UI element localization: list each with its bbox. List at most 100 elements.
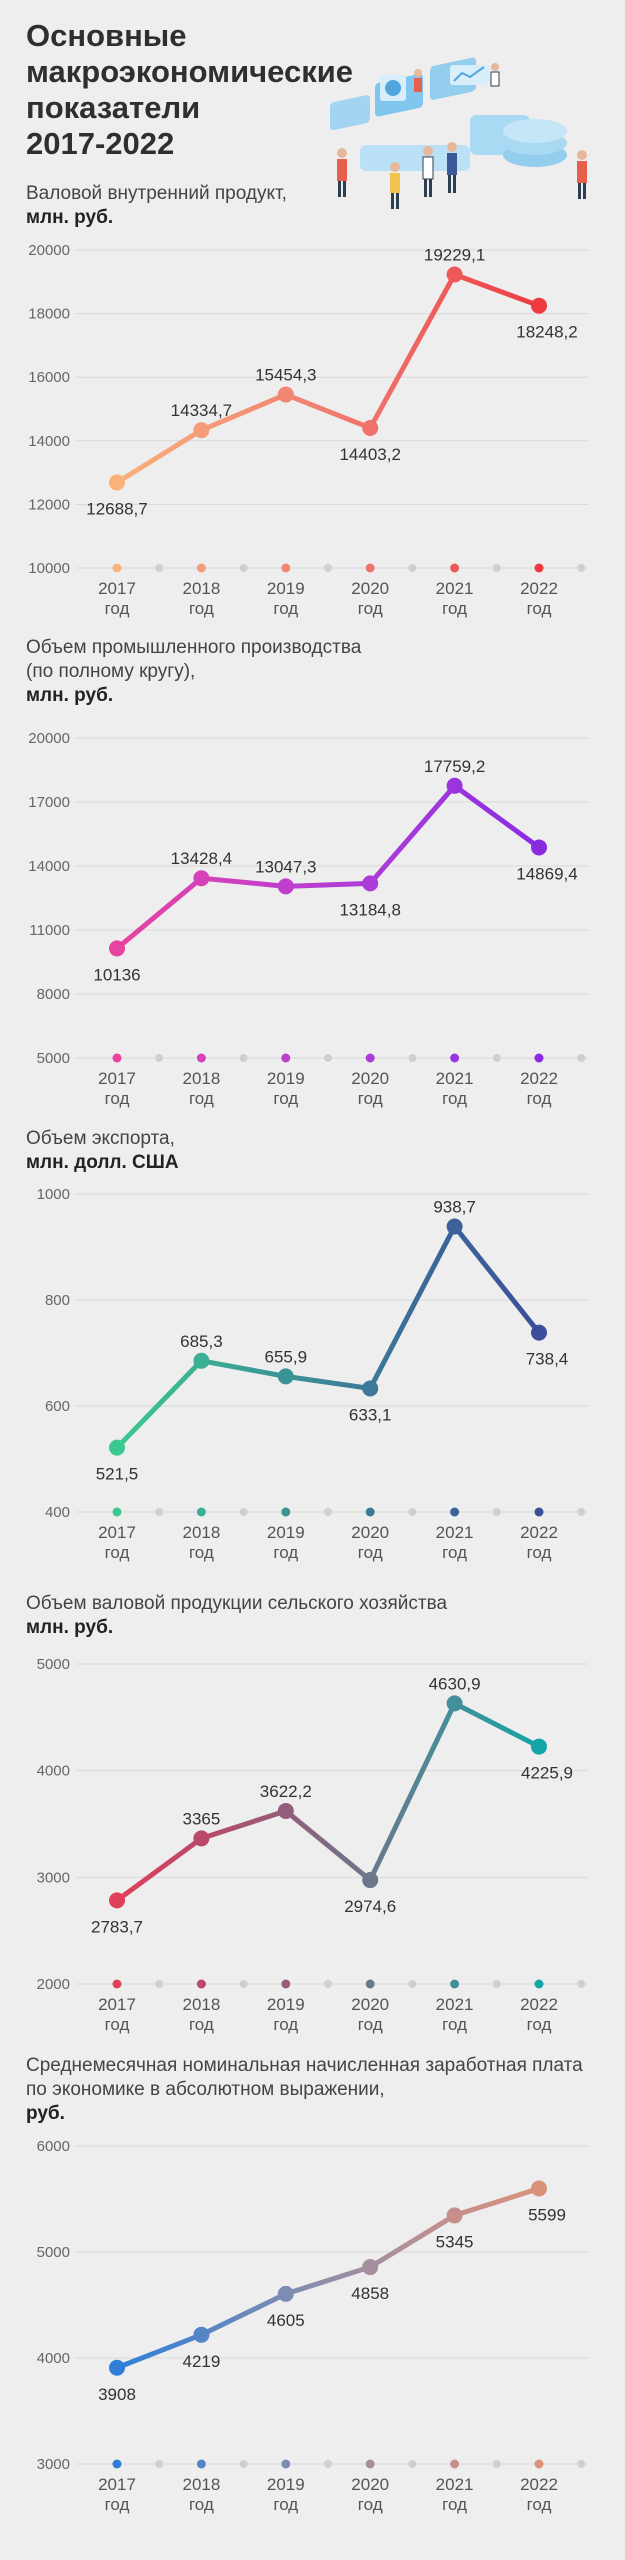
- baseline-dot: [155, 2460, 164, 2468]
- y-tick-label: 10000: [28, 560, 70, 577]
- data-point: [109, 940, 125, 957]
- data-point: [277, 1802, 294, 1819]
- x-tick-label: 2018 год: [182, 1523, 220, 1562]
- x-axis-dot: [450, 1507, 460, 1517]
- data-point: [277, 386, 294, 403]
- baseline-dot: [239, 1980, 248, 1988]
- x-axis-dot: [281, 563, 291, 573]
- x-tick-label: 2021 год: [436, 1995, 474, 2034]
- data-point: [193, 1352, 210, 1369]
- data-point: [109, 1892, 125, 1909]
- baseline-dot: [408, 1054, 417, 1062]
- data-label: 938,7: [433, 1197, 476, 1216]
- x-axis-dot: [112, 1979, 122, 1989]
- y-tick-label: 2000: [37, 1976, 70, 1993]
- y-tick-label: 14000: [28, 433, 70, 450]
- business-people-illustration: [330, 57, 587, 209]
- page-title-line: Основные макроэкономические: [26, 18, 354, 89]
- data-point: [446, 1695, 463, 1712]
- x-tick-label: 2020 год: [351, 1069, 389, 1108]
- data-point: [531, 2180, 547, 2197]
- y-tick-label: 12000: [28, 496, 70, 513]
- baseline-dot: [408, 1508, 417, 1516]
- y-tick-label: 5000: [37, 2244, 70, 2261]
- series-line-segment: [114, 1835, 204, 1903]
- chart-unit: млн. руб.: [26, 1617, 114, 1638]
- baseline-dot: [577, 2460, 586, 2468]
- series-line-segment: [283, 392, 373, 431]
- baseline-dot: [408, 2460, 417, 2468]
- data-point: [446, 266, 463, 283]
- series-line-segment: [367, 783, 458, 886]
- data-label: 3622,2: [260, 1782, 312, 1801]
- x-axis-dot: [112, 1507, 122, 1517]
- series-line-segment: [452, 1700, 542, 1750]
- y-tick-label: 3000: [37, 2456, 70, 2473]
- x-axis-dot: [365, 563, 375, 573]
- chart-title-line: Валовой внутренний продукт,: [26, 183, 287, 204]
- data-point: [362, 1380, 379, 1397]
- data-point: [193, 1830, 210, 1847]
- y-tick-label: 5000: [37, 1050, 70, 1067]
- series-line-segment: [367, 1223, 458, 1391]
- baseline-dot: [155, 1054, 164, 1062]
- baseline-dot: [239, 564, 248, 572]
- x-tick-label: 2019 год: [267, 579, 305, 618]
- series-line-segment: [452, 272, 542, 309]
- x-axis-dot: [112, 563, 122, 573]
- x-axis-dot: [450, 1979, 460, 1989]
- data-point: [446, 777, 463, 794]
- chart-title-line: Среднемесячная номинальная начисленная з…: [26, 2055, 583, 2076]
- series-line-segment: [283, 1373, 373, 1391]
- x-tick-label: 2017 год: [98, 2475, 136, 2514]
- baseline-dot: [492, 1508, 501, 1516]
- y-tick-label: 20000: [28, 242, 70, 259]
- data-point: [446, 1218, 463, 1235]
- chart-unit: млн. руб.: [26, 207, 114, 228]
- x-tick-label: 2020 год: [351, 1523, 389, 1562]
- x-axis-dot: [534, 1979, 544, 1989]
- x-axis-dot: [196, 2459, 206, 2469]
- x-axis-dot: [281, 1053, 291, 1063]
- chart-title: Объем промышленного производства (по полн…: [26, 636, 606, 708]
- data-label: 521,5: [96, 1465, 139, 1484]
- x-axis-dot: [365, 2459, 375, 2469]
- x-tick-label: 2022 год: [520, 1069, 558, 1108]
- y-tick-label: 1000: [37, 1186, 70, 1203]
- series-line-segment: [198, 875, 289, 889]
- y-tick-label: 3000: [37, 1869, 70, 1886]
- page-title: Основные макроэкономические показатели 2…: [26, 18, 356, 162]
- x-axis-dot: [365, 1507, 375, 1517]
- x-tick-label: 2022 год: [520, 1523, 558, 1562]
- line-chart-industry: 5000 8000 11000 14000 17000 20000 10136 2017 год…: [28, 730, 588, 1108]
- data-point: [277, 1368, 294, 1385]
- x-tick-label: 2020 год: [351, 579, 389, 618]
- data-point: [362, 1872, 379, 1889]
- data-label: 17759,2: [424, 757, 485, 776]
- x-tick-label: 2022 год: [520, 1995, 558, 2034]
- data-label: 13184,8: [339, 900, 400, 919]
- baseline-dot: [408, 1980, 417, 1988]
- data-label: 14869,4: [516, 864, 577, 883]
- data-label: 18248,2: [516, 323, 577, 342]
- y-tick-label: 5000: [37, 1656, 70, 1673]
- baseline-dot: [155, 1508, 164, 1516]
- data-label: 4630,9: [429, 1674, 481, 1693]
- y-tick-label: 4000: [37, 2350, 70, 2367]
- x-axis-dot: [450, 2459, 460, 2469]
- x-axis-dot: [450, 1053, 460, 1063]
- series-line-segment: [452, 1223, 542, 1336]
- series-line-segment: [114, 875, 204, 951]
- chart-title-line: Объем экспорта,: [26, 1128, 175, 1149]
- baseline-dot: [492, 564, 501, 572]
- data-point: [531, 1738, 547, 1755]
- series-line-segment: [283, 2264, 373, 2297]
- chart-title-line: Объем валовой продукции сельского хозяйс…: [26, 1593, 448, 1614]
- page-title-line: показатели: [26, 90, 201, 125]
- x-tick-label: 2018 год: [182, 2475, 220, 2514]
- baseline-dot: [324, 564, 332, 572]
- data-point: [193, 2326, 210, 2343]
- x-tick-label: 2019 год: [267, 1995, 305, 2034]
- data-label: 12688,7: [86, 499, 147, 518]
- line-chart-salary: 3000 4000 5000 6000 3908 2017 год 4219 2018 год 46…: [37, 2138, 588, 2514]
